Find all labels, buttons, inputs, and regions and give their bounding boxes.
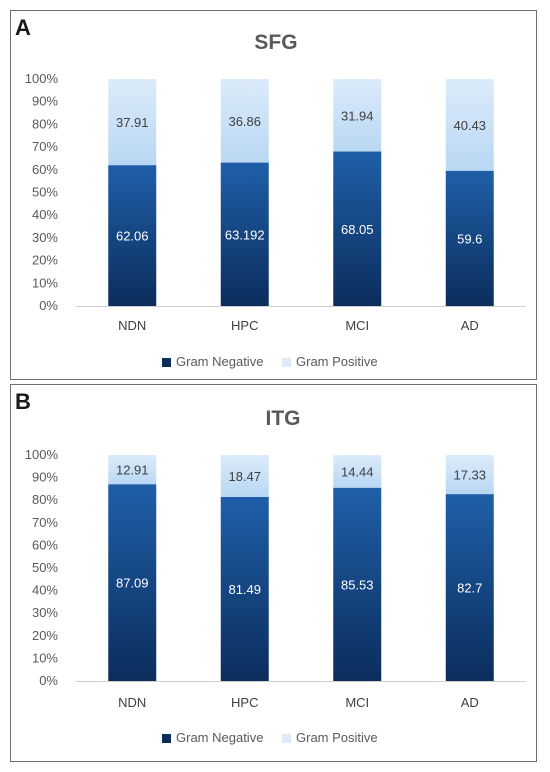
bar-gram-positive [220, 455, 269, 497]
y-tick-label: 20% [32, 253, 58, 268]
bar-gram-negative [445, 494, 494, 681]
chart-sfg: SFG 0% 10% 20% 30% 40% 50% 60% 70% 80% 90% 100% 62.0… [25, 31, 526, 369]
legend: Gram Negative Gram Positive [162, 730, 378, 745]
data-label-gram-negative: 85.53 [341, 577, 374, 592]
legend-swatch-gram-positive [282, 358, 291, 367]
x-tick-label: HPC [231, 695, 258, 710]
data-label-gram-positive: 14.44 [341, 464, 374, 479]
chart-title: ITG [266, 407, 301, 430]
bar-gram-positive [333, 455, 382, 488]
legend-label-gram-negative: Gram Negative [176, 354, 263, 369]
data-label-gram-positive: 31.94 [341, 108, 374, 123]
y-tick-label: 40% [32, 583, 58, 598]
y-tick-label: 10% [32, 650, 58, 665]
y-tick-label: 90% [32, 470, 58, 485]
bar-gram-negative [445, 170, 494, 306]
y-tick-label: 10% [32, 275, 58, 290]
y-tick-label: 60% [32, 537, 58, 552]
data-label-gram-negative: 82.7 [457, 581, 482, 596]
panel-letter-b: B [15, 389, 31, 414]
data-label-gram-positive: 17.33 [453, 468, 486, 483]
bar-gram-negative [220, 496, 269, 681]
y-tick-label: 70% [32, 139, 58, 154]
x-tick-label: NDN [118, 318, 146, 333]
y-tick-label: 60% [32, 162, 58, 177]
y-tick-label: 100% [25, 71, 59, 86]
bar-gram-positive [445, 79, 494, 171]
chart-title: SFG [254, 31, 297, 54]
data-label-gram-negative: 62.06 [116, 229, 149, 244]
y-tick-label: 80% [32, 116, 58, 131]
data-label-gram-negative: 63.192 [225, 227, 265, 242]
data-label-gram-negative: 81.49 [228, 582, 261, 597]
x-tick-label: MCI [345, 318, 369, 333]
bar-gram-positive [108, 79, 157, 166]
bar-gram-positive [445, 455, 494, 495]
legend-label-gram-positive: Gram Positive [296, 354, 378, 369]
data-label-gram-positive: 36.86 [228, 114, 261, 129]
panel-a: A SFG 0% 10% 20% 30% 40% 50% 60% 70% 80% 90% 100% 62… [10, 10, 537, 380]
y-tick-label: 0% [39, 298, 58, 313]
panel-letter-a: A [15, 15, 31, 40]
legend: Gram Negative Gram Positive [162, 354, 378, 369]
legend-swatch-gram-negative [162, 358, 171, 367]
legend-swatch-gram-negative [162, 734, 171, 743]
y-tick-label: 40% [32, 207, 58, 222]
y-tick-label: 50% [32, 560, 58, 575]
data-label-gram-positive: 18.47 [228, 469, 261, 484]
bar-gram-negative [108, 165, 157, 306]
bar-gram-positive [220, 79, 269, 163]
y-tick-label: 30% [32, 230, 58, 245]
data-label-gram-negative: 68.05 [341, 222, 374, 237]
x-tick-label: MCI [345, 695, 369, 710]
data-label-gram-positive: 37.91 [116, 115, 149, 130]
bar-gram-positive [333, 79, 382, 152]
x-tick-label: AD [461, 318, 479, 333]
y-tick-label: 80% [32, 492, 58, 507]
legend-swatch-gram-positive [282, 734, 291, 743]
y-tick-label: 0% [39, 673, 58, 688]
data-label-gram-positive: 12.91 [116, 463, 149, 478]
x-tick-label: HPC [231, 318, 258, 333]
bar-gram-negative [220, 162, 269, 306]
x-tick-label: AD [461, 695, 479, 710]
legend-label-gram-positive: Gram Positive [296, 730, 378, 745]
y-tick-label: 20% [32, 628, 58, 643]
bar-gram-negative [333, 151, 382, 306]
legend-label-gram-negative: Gram Negative [176, 730, 263, 745]
x-tick-label: NDN [118, 695, 146, 710]
bar-gram-negative [333, 487, 382, 681]
y-tick-label: 50% [32, 185, 58, 200]
chart-itg: ITG 0% 10% 20% 30% 40% 50% 60% 70% 80% 90% 100% 87.0… [25, 407, 526, 745]
y-tick-label: 70% [32, 515, 58, 530]
data-label-gram-negative: 87.09 [116, 576, 149, 591]
y-tick-label: 90% [32, 94, 58, 109]
panel-b: B ITG 0% 10% 20% 30% 40% 50% 60% 70% 80% 90% 100% 87… [10, 384, 537, 762]
bar-gram-negative [108, 484, 157, 681]
y-tick-label: 30% [32, 605, 58, 620]
y-tick-label: 100% [25, 447, 59, 462]
data-label-gram-negative: 59.6 [457, 231, 482, 246]
bar-gram-positive [108, 455, 157, 485]
data-label-gram-positive: 40.43 [453, 118, 486, 133]
